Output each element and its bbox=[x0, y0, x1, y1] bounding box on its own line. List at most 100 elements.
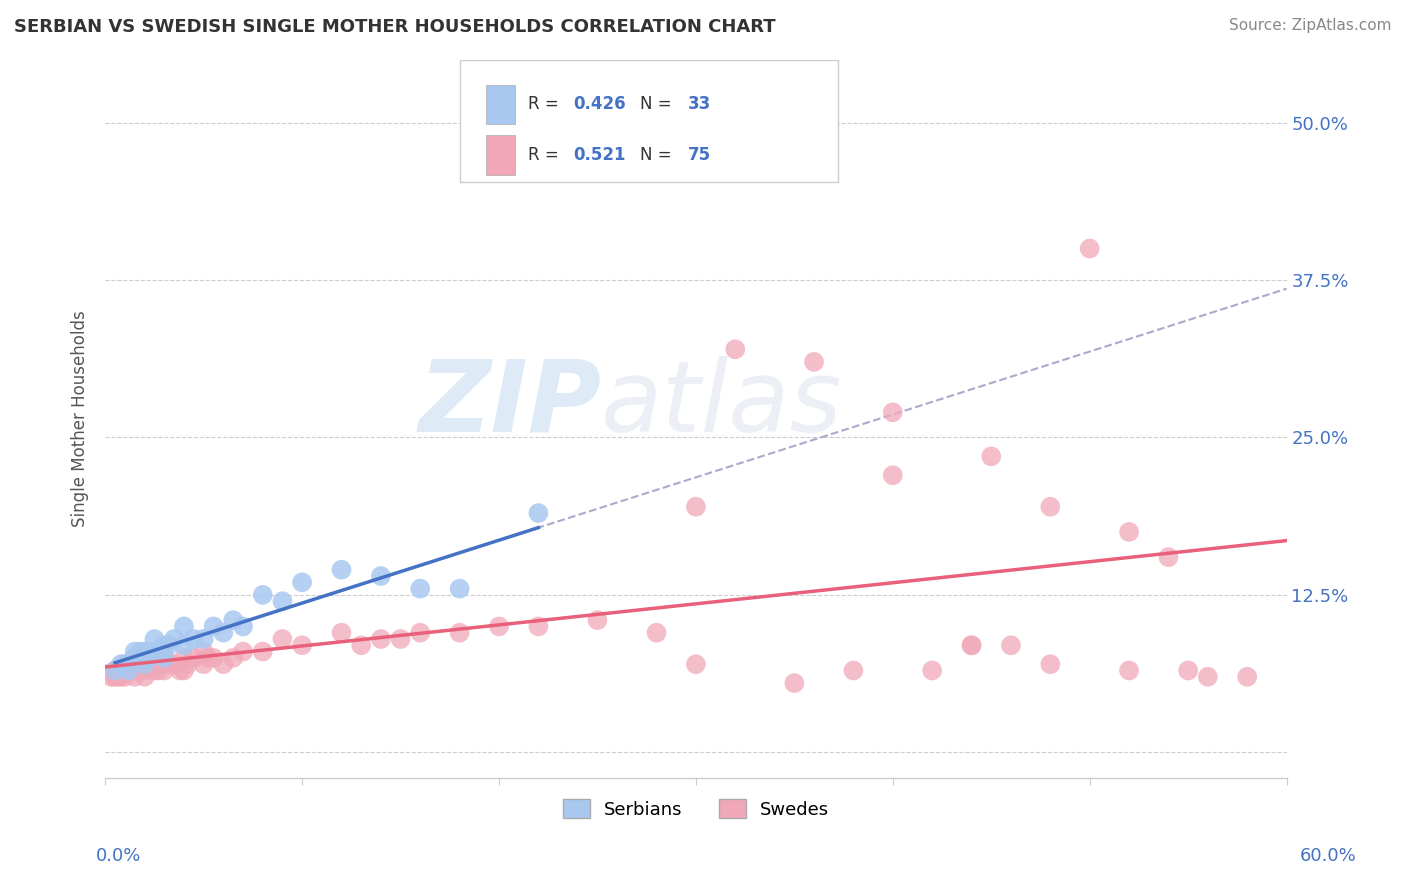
Point bbox=[1118, 664, 1140, 678]
Point bbox=[1078, 242, 1101, 256]
Point bbox=[134, 657, 156, 672]
Point bbox=[134, 644, 156, 658]
Point bbox=[842, 664, 865, 678]
Point bbox=[291, 575, 314, 590]
Point bbox=[124, 670, 146, 684]
Point bbox=[271, 632, 294, 646]
Point bbox=[1039, 657, 1062, 672]
Point bbox=[153, 638, 176, 652]
Point bbox=[222, 613, 245, 627]
Point bbox=[114, 670, 136, 684]
Point bbox=[330, 563, 353, 577]
Point bbox=[138, 651, 160, 665]
Point bbox=[685, 500, 707, 514]
Point bbox=[1157, 550, 1180, 565]
Point bbox=[173, 638, 195, 652]
Point bbox=[120, 657, 142, 672]
Y-axis label: Single Mother Households: Single Mother Households bbox=[72, 310, 89, 527]
Point bbox=[330, 625, 353, 640]
Point bbox=[157, 638, 180, 652]
Point bbox=[193, 644, 215, 658]
Point bbox=[527, 619, 550, 633]
Text: 60.0%: 60.0% bbox=[1301, 847, 1357, 865]
Point bbox=[114, 657, 136, 672]
Point bbox=[183, 632, 205, 646]
Point bbox=[143, 657, 166, 672]
Point bbox=[197, 651, 219, 665]
Point bbox=[724, 343, 747, 357]
Point bbox=[222, 651, 245, 665]
Point bbox=[143, 632, 166, 646]
Point bbox=[149, 651, 172, 665]
Point bbox=[118, 664, 141, 678]
Point bbox=[134, 664, 156, 678]
Point bbox=[291, 638, 314, 652]
Point bbox=[980, 450, 1002, 464]
Point bbox=[118, 664, 141, 678]
Point bbox=[882, 405, 904, 419]
FancyBboxPatch shape bbox=[460, 60, 838, 182]
Point bbox=[202, 619, 225, 633]
Point bbox=[163, 632, 186, 646]
Point bbox=[148, 664, 170, 678]
Text: R =: R = bbox=[529, 95, 564, 113]
Point bbox=[252, 588, 274, 602]
Text: 0.521: 0.521 bbox=[574, 146, 626, 164]
Text: N =: N = bbox=[640, 146, 678, 164]
Point bbox=[409, 625, 432, 640]
Point bbox=[124, 644, 146, 658]
Point bbox=[449, 582, 471, 596]
Point bbox=[110, 670, 132, 684]
Text: 0.0%: 0.0% bbox=[96, 847, 141, 865]
Point bbox=[157, 657, 180, 672]
Point bbox=[1236, 670, 1258, 684]
Point bbox=[271, 594, 294, 608]
Point bbox=[803, 355, 825, 369]
Point bbox=[104, 670, 127, 684]
Point bbox=[111, 664, 134, 678]
Point bbox=[124, 651, 146, 665]
Point bbox=[488, 619, 510, 633]
Point bbox=[173, 664, 195, 678]
Point bbox=[108, 664, 131, 678]
Point bbox=[104, 664, 127, 678]
Point bbox=[153, 651, 176, 665]
Point bbox=[1177, 664, 1199, 678]
Point bbox=[370, 569, 392, 583]
Text: ZIP: ZIP bbox=[419, 356, 602, 453]
Text: 0.426: 0.426 bbox=[574, 95, 626, 113]
Text: N =: N = bbox=[640, 95, 678, 113]
Text: 33: 33 bbox=[688, 95, 711, 113]
Point bbox=[212, 657, 235, 672]
Point bbox=[114, 657, 136, 672]
FancyBboxPatch shape bbox=[485, 85, 515, 124]
Point bbox=[202, 651, 225, 665]
Point bbox=[138, 657, 160, 672]
Point bbox=[134, 651, 156, 665]
FancyBboxPatch shape bbox=[485, 136, 515, 175]
Point bbox=[153, 651, 176, 665]
Point bbox=[173, 619, 195, 633]
Point bbox=[177, 657, 200, 672]
Point bbox=[143, 664, 166, 678]
Point bbox=[1197, 670, 1219, 684]
Point bbox=[169, 664, 191, 678]
Text: Source: ZipAtlas.com: Source: ZipAtlas.com bbox=[1229, 18, 1392, 33]
Point bbox=[370, 632, 392, 646]
Point bbox=[124, 651, 146, 665]
Point bbox=[586, 613, 609, 627]
Point bbox=[685, 657, 707, 672]
Point bbox=[193, 632, 215, 646]
Point bbox=[100, 670, 122, 684]
Legend: Serbians, Swedes: Serbians, Swedes bbox=[555, 792, 837, 826]
Point bbox=[527, 506, 550, 520]
Point bbox=[173, 651, 195, 665]
Point bbox=[153, 664, 176, 678]
Point bbox=[783, 676, 806, 690]
Point bbox=[125, 664, 148, 678]
Point bbox=[389, 632, 412, 646]
Point bbox=[143, 644, 166, 658]
Point bbox=[105, 670, 128, 684]
Text: SERBIAN VS SWEDISH SINGLE MOTHER HOUSEHOLDS CORRELATION CHART: SERBIAN VS SWEDISH SINGLE MOTHER HOUSEHO… bbox=[14, 18, 776, 36]
Text: R =: R = bbox=[529, 146, 564, 164]
